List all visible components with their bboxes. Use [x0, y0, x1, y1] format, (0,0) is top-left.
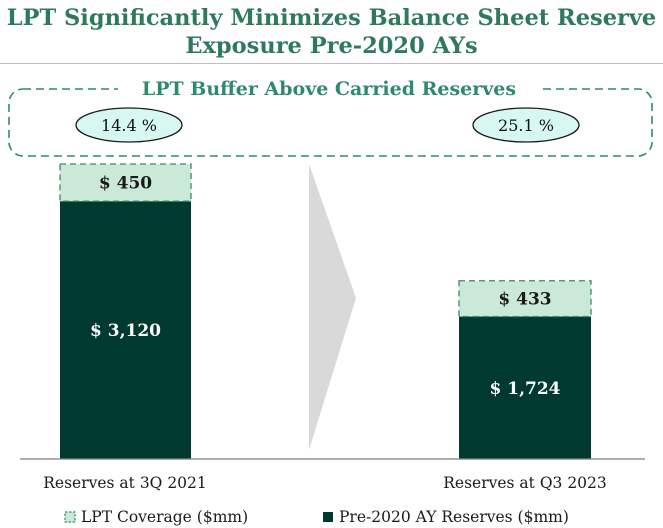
bar-coverage-q32023	[458, 280, 592, 318]
buffer-callout-title: LPT Buffer Above Carried Reserves	[142, 78, 516, 100]
buffer-value-1: 14.4 %	[101, 116, 157, 135]
data-label-coverage-q32023: $ 433	[498, 290, 551, 310]
buffer-value-2: 25.1 %	[498, 116, 554, 135]
bar-coverage-3q2021	[59, 163, 192, 202]
x-tick-label-3q2021: Reserves at 3Q 2021	[43, 474, 207, 492]
legend-label-coverage: LPT Coverage ($mm)	[81, 508, 248, 526]
x-tick-label-q32023: Reserves at Q3 2023	[443, 474, 607, 492]
buffer-bubble-1	[75, 107, 183, 143]
chart-title-line-2: Exposure Pre-2020 AYs	[185, 33, 478, 59]
legend-marker-reserves	[323, 512, 333, 522]
chart-title: LPT Significantly Minimizes Balance Shee…	[0, 4, 663, 60]
progression-arrow	[309, 164, 356, 450]
bar-reserves-q32023	[459, 316, 591, 459]
buffer-bubble-2	[472, 107, 580, 143]
legend-label-reserves: Pre-2020 AY Reserves ($mm)	[339, 508, 569, 526]
legend-marker-coverage	[64, 511, 76, 523]
buffer-callout-box	[8, 88, 653, 157]
chart-title-line-1: LPT Significantly Minimizes Balance Shee…	[6, 5, 657, 31]
data-label-reserves-q32023: $ 1,724	[490, 379, 561, 399]
buffer-callout-title-bg	[118, 76, 540, 100]
data-label-reserves-3q2021: $ 3,120	[90, 321, 161, 341]
data-label-coverage-3q2021: $ 450	[99, 174, 152, 194]
bar-reserves-3q2021	[60, 201, 191, 459]
title-divider	[0, 63, 663, 64]
legend: LPT Coverage ($mm) Pre-2020 AY Reserves …	[64, 508, 569, 526]
